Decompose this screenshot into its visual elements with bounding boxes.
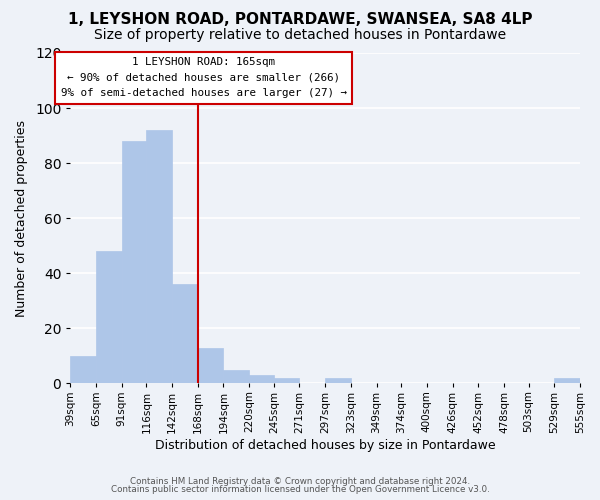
- Bar: [146, 130, 172, 384]
- Bar: [249, 375, 274, 384]
- Text: Contains HM Land Registry data © Crown copyright and database right 2024.: Contains HM Land Registry data © Crown c…: [130, 477, 470, 486]
- Text: 1, LEYSHON ROAD, PONTARDAWE, SWANSEA, SA8 4LP: 1, LEYSHON ROAD, PONTARDAWE, SWANSEA, SA…: [68, 12, 532, 28]
- Bar: [122, 141, 146, 384]
- Y-axis label: Number of detached properties: Number of detached properties: [15, 120, 28, 316]
- Bar: [325, 378, 351, 384]
- Text: 1 LEYSHON ROAD: 165sqm
← 90% of detached houses are smaller (266)
9% of semi-det: 1 LEYSHON ROAD: 165sqm ← 90% of detached…: [61, 57, 347, 98]
- Bar: [198, 348, 223, 384]
- Text: Contains public sector information licensed under the Open Government Licence v3: Contains public sector information licen…: [110, 485, 490, 494]
- Text: Size of property relative to detached houses in Pontardawe: Size of property relative to detached ho…: [94, 28, 506, 42]
- Bar: [172, 284, 198, 384]
- Bar: [554, 378, 580, 384]
- Bar: [70, 356, 96, 384]
- Bar: [223, 370, 249, 384]
- Bar: [274, 378, 299, 384]
- X-axis label: Distribution of detached houses by size in Pontardawe: Distribution of detached houses by size …: [155, 440, 496, 452]
- Bar: [96, 252, 122, 384]
